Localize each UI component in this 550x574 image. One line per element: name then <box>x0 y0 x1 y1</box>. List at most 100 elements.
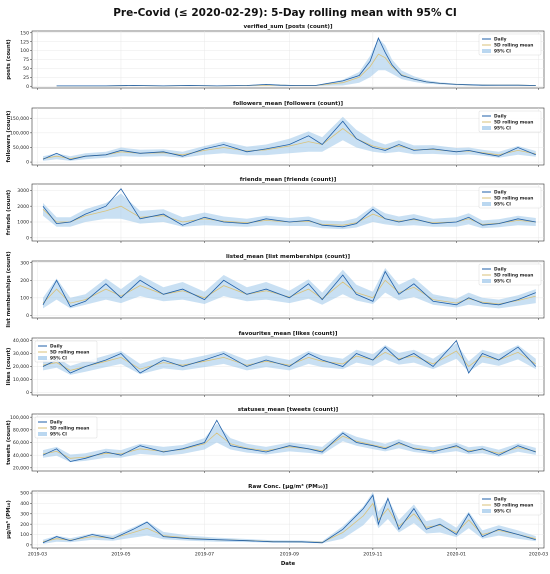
daily-line <box>42 120 536 161</box>
y-tick-label: 2000 <box>17 204 29 210</box>
legend-box <box>478 186 542 209</box>
y-axis-label: likes (count) <box>6 348 12 386</box>
legend-label: Daily <box>494 114 507 120</box>
y-tick-label: 20,000 <box>13 364 29 370</box>
y-tick-label: 1000 <box>17 220 29 226</box>
legend-label: Daily <box>494 190 507 196</box>
x-tick-label: 2019-09 <box>280 552 299 558</box>
panel-title: favourites_mean [likes (count)] <box>239 331 338 337</box>
y-tick-label: 100 <box>20 295 29 301</box>
legend-label: Daily <box>50 344 63 350</box>
panel-title: followers_mean [followers (count)] <box>233 101 344 107</box>
y-axis-label: tweets (count) <box>6 420 12 465</box>
daily-line <box>42 339 537 374</box>
x-tick-label: 2020-03 <box>529 552 548 558</box>
legend-label: 95% CI <box>494 49 511 55</box>
y-tick-label: 150 <box>20 30 29 36</box>
legend-label: 95% CI <box>50 432 67 438</box>
y-tick-label: 0 <box>26 84 29 90</box>
legend-label: 5D rolling mean <box>494 196 533 202</box>
rolling-mean-line <box>42 432 536 459</box>
y-tick-label: 150,000 <box>10 116 29 122</box>
panel-title: Raw Conc. [µg/m³ (PM₁₀)] <box>248 483 328 490</box>
legend-label: 95% CI <box>494 126 511 132</box>
y-tick-label: 80,000 <box>13 427 29 433</box>
y-tick-label: 40,000 <box>13 338 29 344</box>
y-tick-label: 0 <box>26 313 29 319</box>
legend-box <box>478 493 542 516</box>
rolling-mean-line <box>42 350 537 371</box>
y-tick-label: 100 <box>20 532 29 538</box>
y-axis-label: posts (count) <box>6 39 12 80</box>
panel-title: statuses_mean [tweets (count)] <box>238 407 339 413</box>
legend-swatch <box>38 432 47 436</box>
legend-label: Daily <box>494 497 507 503</box>
legend-label: Daily <box>494 267 507 273</box>
legend-label: 95% CI <box>494 202 511 208</box>
y-tick-label: 100 <box>20 48 29 54</box>
legend-box <box>478 263 542 286</box>
legend-swatch <box>482 202 491 206</box>
y-tick-label: 50 <box>23 66 29 72</box>
legend-swatch <box>38 356 47 360</box>
ci-band <box>43 343 536 375</box>
ci-band <box>43 423 536 463</box>
y-tick-label: 500 <box>20 491 29 497</box>
y-tick-label: 50,000 <box>13 145 29 151</box>
legend-box <box>478 33 542 56</box>
panel-3: 0 1000 2000 3000 friends_mean [friends (coun… <box>6 177 545 243</box>
legend-label: Daily <box>50 420 63 426</box>
x-tick-label: 2019-05 <box>111 552 130 558</box>
panel-1: 0 25 50 75 100 125 150 verified_sum [posts (cou… <box>6 24 545 90</box>
legend-box <box>34 416 98 439</box>
y-tick-label: 60,000 <box>13 440 29 446</box>
y-tick-label: 0 <box>26 160 29 166</box>
panel-5: 0 10,000 20,000 30,000 40,000 favourites_mean… <box>6 331 545 397</box>
daily-line <box>42 188 536 228</box>
legend-label: 5D rolling mean <box>50 426 89 432</box>
y-tick-label: 0 <box>26 235 29 241</box>
y-tick-label: 20,000 <box>13 465 29 471</box>
y-axis-label: friends (count) <box>6 190 12 235</box>
x-tick-label: 2019-11 <box>363 552 382 558</box>
y-tick-label: 200 <box>20 522 29 528</box>
legend-box <box>478 110 542 133</box>
y-axis-label: list memberships (count) <box>6 251 12 327</box>
panel-title: listed_mean [list memberships (count)] <box>226 254 351 260</box>
legend-swatch <box>482 509 491 513</box>
daily-line <box>42 270 536 308</box>
y-tick-label: 0 <box>26 390 29 396</box>
panel-title: friends_mean [friends (count)] <box>240 177 337 183</box>
x-axis-label: Date <box>281 561 296 567</box>
daily-line <box>42 419 536 462</box>
y-tick-label: 25 <box>23 75 29 81</box>
y-tick-label: 30,000 <box>13 351 29 357</box>
legend-label: 5D rolling mean <box>494 273 533 279</box>
legend-label: 95% CI <box>494 509 511 515</box>
y-tick-label: 0 <box>26 542 29 548</box>
ci-band <box>43 492 536 544</box>
panel-7: 0 100 200 300 400 500 2019-03 2019-05 2019-07 201… <box>5 483 548 558</box>
panel-title: verified_sum [posts (count)] <box>243 24 333 30</box>
daily-line <box>56 37 536 87</box>
y-tick-label: 3000 <box>17 188 29 194</box>
panel-2: 0 50,000 100,000 150,000 followers_mean [fol… <box>6 101 545 167</box>
x-tick-label: 2019-03 <box>28 552 47 558</box>
y-tick-label: 300 <box>20 511 29 517</box>
rolling-mean-line <box>42 205 536 226</box>
legend-swatch <box>482 126 491 130</box>
legend-swatch <box>482 279 491 283</box>
x-tick-label: 2020-01 <box>447 552 466 558</box>
panel-4: 0 100 200 300 listed_mean [list memberships … <box>6 251 545 328</box>
rolling-mean-line <box>42 279 536 305</box>
y-axis-label: µg/m³ (PM₁₀) <box>5 500 12 539</box>
y-tick-label: 10,000 <box>13 377 29 383</box>
legend-label: Daily <box>494 37 507 43</box>
y-tick-label: 400 <box>20 501 29 507</box>
